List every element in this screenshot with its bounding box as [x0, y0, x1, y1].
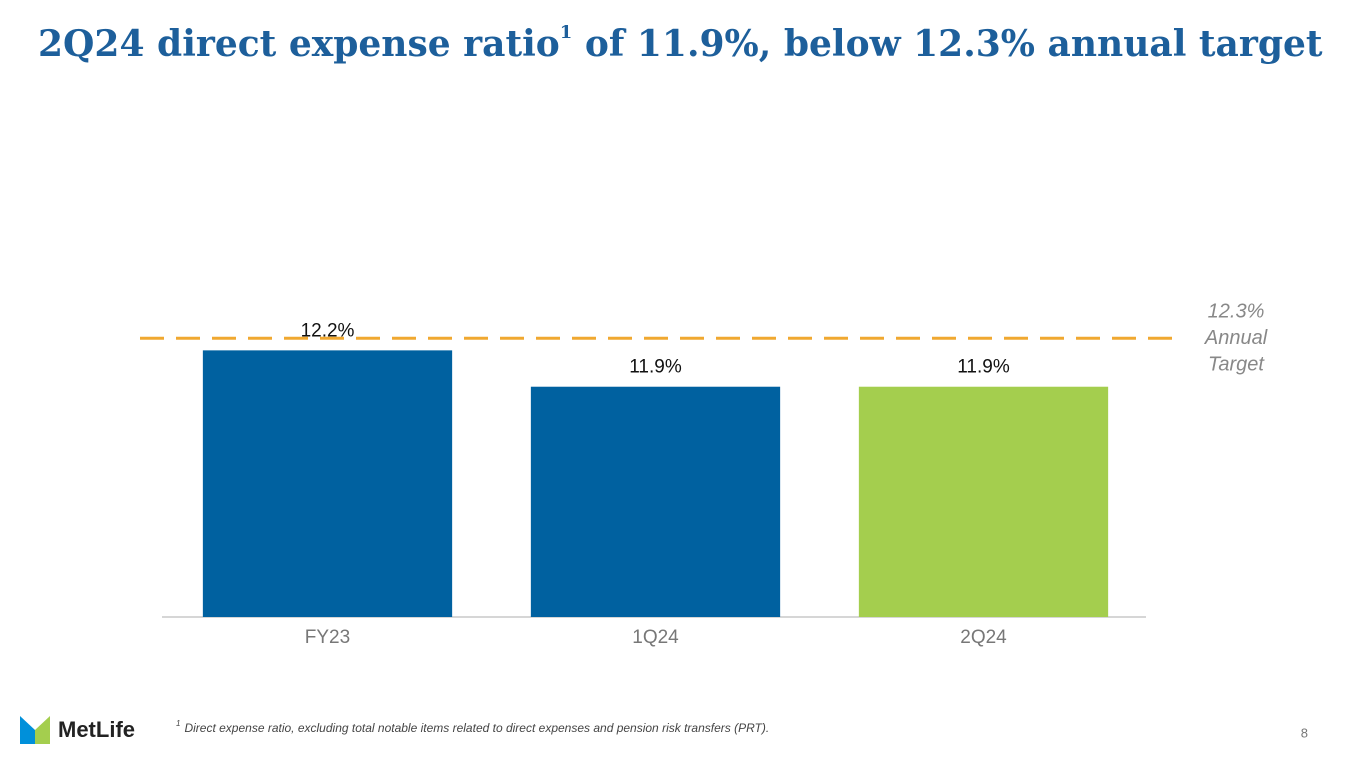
title-footnote-mark: 1 [560, 22, 573, 43]
footnote-text: Direct expense ratio, excluding total no… [184, 721, 769, 735]
page-number: 8 [1301, 725, 1308, 740]
x-tick-label: 1Q24 [632, 627, 679, 648]
title-rest: of 11.9%, below 12.3% annual target [572, 23, 1323, 65]
logo-text: MetLife [58, 717, 135, 742]
target-label: Target [1208, 354, 1265, 376]
x-tick-label: 2Q24 [960, 627, 1007, 648]
bar [202, 350, 453, 617]
logo-icon-blue [20, 716, 35, 744]
x-tick-label: FY23 [305, 627, 350, 648]
bar [858, 386, 1109, 617]
title-text: 2Q24 direct expense ratio [38, 23, 560, 65]
value-label: 12.2% [301, 320, 355, 341]
target-label: 12.3% [1208, 301, 1265, 323]
target-label: Annual [1204, 327, 1268, 349]
footnote-mark: 1 [176, 719, 180, 728]
value-label: 11.9% [957, 357, 1010, 378]
footnote: 1 Direct expense ratio, excluding total n… [176, 719, 769, 735]
bar [530, 386, 781, 617]
logo: MetLife [20, 716, 135, 744]
logo-icon-green [35, 716, 50, 744]
value-label: 11.9% [629, 357, 682, 378]
slide-title: 2Q24 direct expense ratio1 of 11.9%, bel… [38, 22, 1323, 65]
